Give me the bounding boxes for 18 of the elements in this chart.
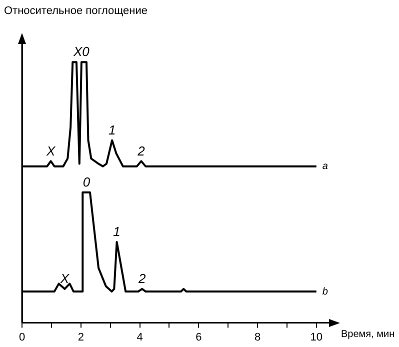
annotation: 1	[108, 122, 116, 138]
x-axis-title: Время, мин	[341, 328, 395, 340]
annotation: X0	[72, 44, 90, 60]
annotation: 2	[136, 143, 146, 158]
x-tick-label: 10	[310, 331, 323, 344]
y-axis-title: Относительное поглощение	[4, 5, 148, 17]
x-tick-label: 0	[18, 331, 26, 344]
annotation: X	[46, 143, 57, 158]
annotation: 0	[82, 174, 91, 190]
x-tick-label: 8	[254, 331, 261, 344]
series-label: b	[322, 286, 328, 298]
x-tick-label: 6	[196, 331, 202, 344]
annotation: X	[59, 271, 70, 286]
x-tick-label: 4	[136, 331, 143, 344]
annotation: 2	[137, 271, 146, 286]
annotation: 1	[113, 224, 120, 240]
x-tick-label: 2	[78, 331, 84, 344]
series-label: a	[322, 161, 328, 172]
